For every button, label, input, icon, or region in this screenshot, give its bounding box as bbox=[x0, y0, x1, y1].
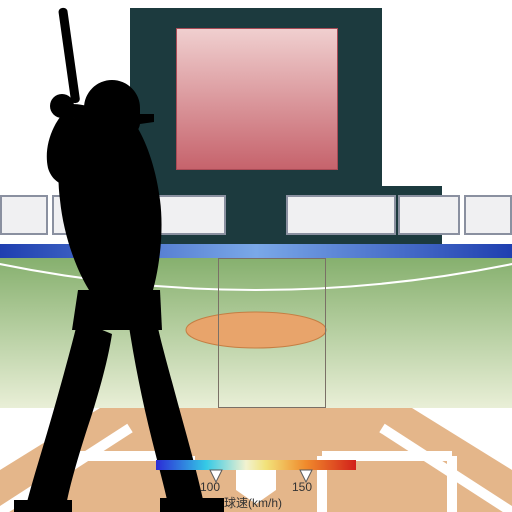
legend-tick-marker bbox=[0, 0, 512, 512]
legend-label: 球速(km/h) bbox=[224, 494, 282, 511]
legend-tick-label: 100 bbox=[200, 480, 220, 494]
legend-tick-label: 150 bbox=[292, 480, 312, 494]
